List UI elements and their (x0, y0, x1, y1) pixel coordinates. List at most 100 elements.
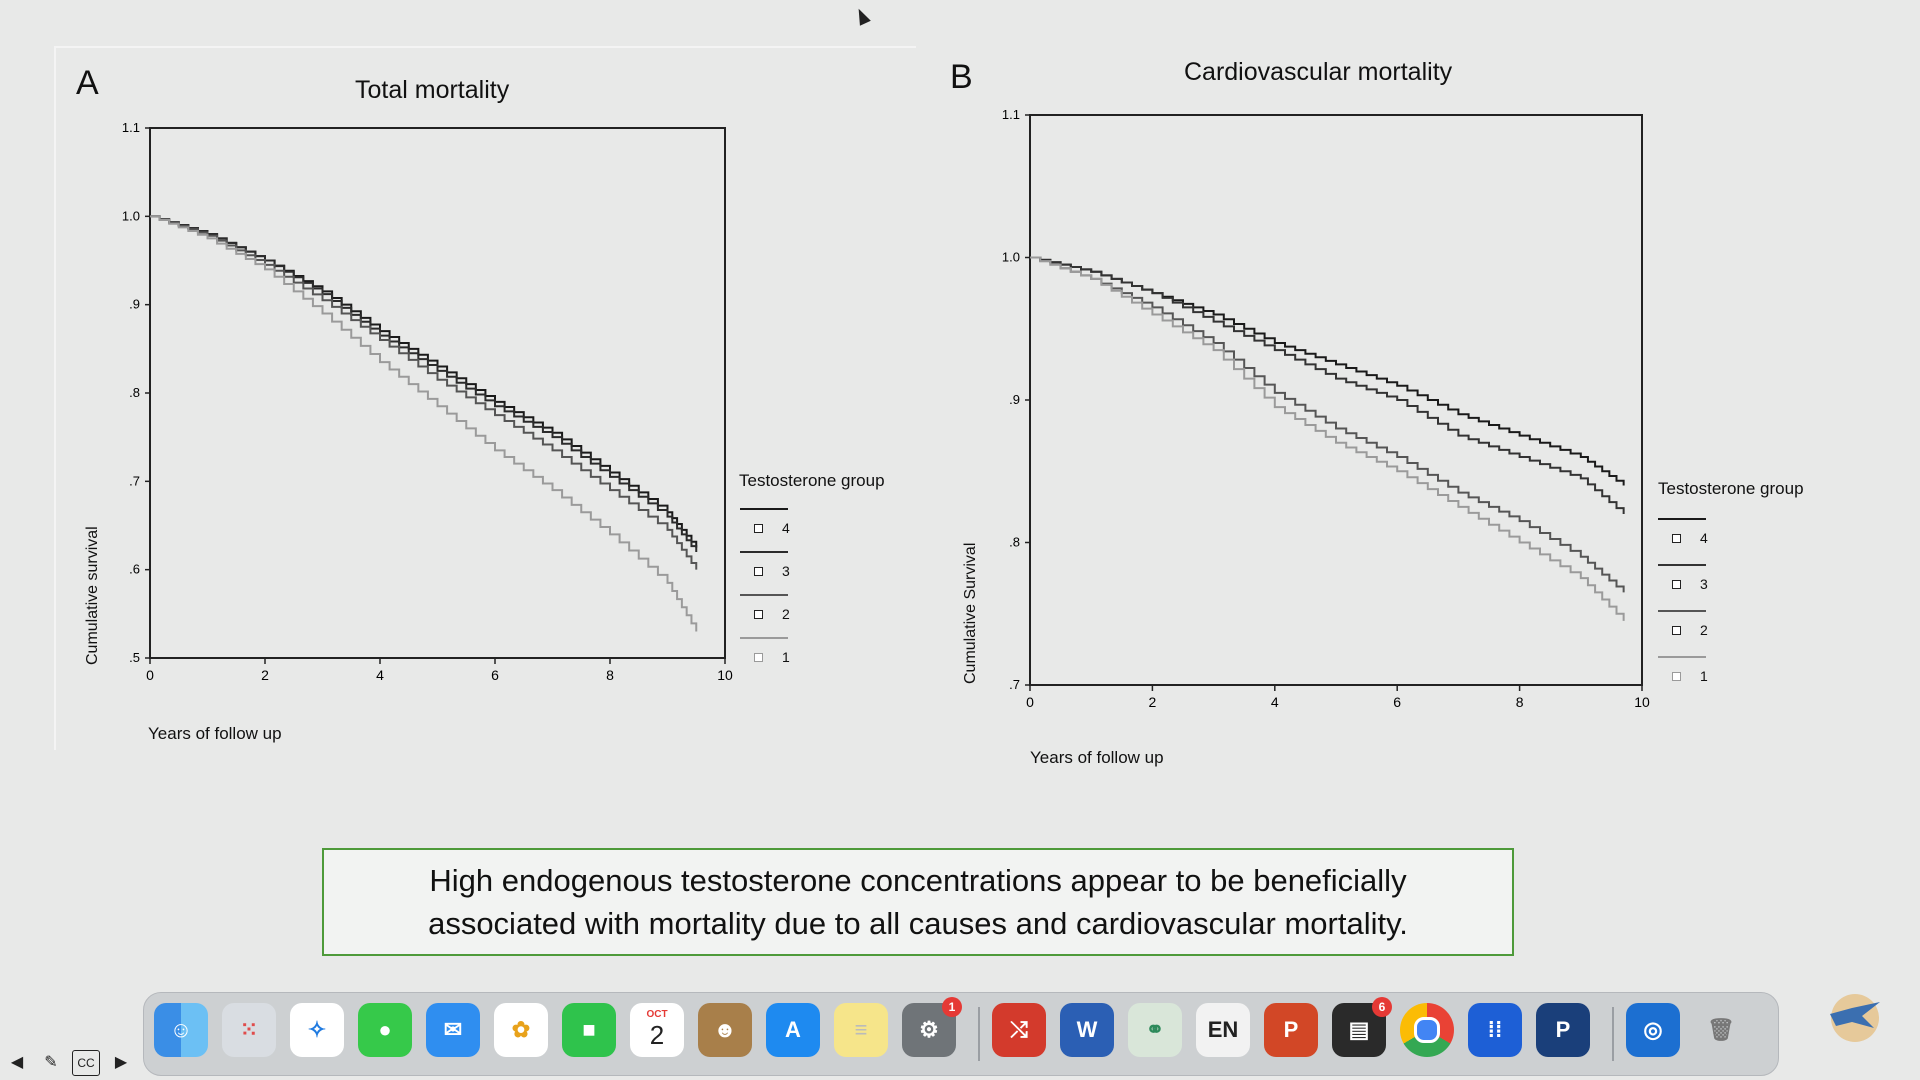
word-letter: W (1076, 1017, 1098, 1042)
y-tick-label: 1.1 (1002, 107, 1020, 122)
legend-line (740, 551, 788, 553)
dock-separator (978, 1007, 980, 1061)
contacts-icon[interactable]: ☻ (698, 1003, 752, 1057)
legend-item-group-2: 2 (740, 594, 796, 634)
chart-a-xlabel: Years of follow up (148, 724, 282, 743)
keyboard-lang: EN (1207, 1017, 1239, 1042)
caption-line-1: High endogenous testosterone concentrati… (429, 863, 1407, 898)
series-line-group-2 (150, 215, 698, 570)
printer-app-icon[interactable]: ▤ 6 (1332, 997, 1392, 1057)
calendar-day: 2 (649, 1020, 665, 1050)
series-line-group-3 (150, 215, 698, 552)
legend-label: 1 (1700, 668, 1708, 684)
video-player-controls: ◀ ✎ CC ▶ (4, 1050, 134, 1076)
settings-badge: 1 (942, 997, 962, 1017)
legend-line (1658, 656, 1706, 658)
legend-line (740, 637, 788, 639)
y-tick-label: 1.0 (122, 208, 140, 223)
chart-b-plot: 1.1 1.0 .9 .8 .7 0 2 4 6 8 10 (1002, 107, 1650, 710)
legend-line (740, 594, 788, 596)
chart-b-xlabel: Years of follow up (1030, 748, 1164, 767)
trash-icon[interactable]: 🗑 (1707, 1017, 1735, 1042)
pen-icon[interactable]: ✎ (44, 1054, 58, 1071)
network-app-icon[interactable]: ⚭ (1128, 1003, 1182, 1057)
legend-line (740, 508, 788, 510)
x-tick-label: 0 (146, 667, 154, 683)
photos-icon[interactable]: ✿ (494, 1003, 548, 1057)
word-icon[interactable]: W (1060, 1003, 1114, 1057)
messages-icon[interactable]: ● (358, 1003, 412, 1057)
x-tick-label: 8 (606, 667, 614, 683)
y-tick-label: .9 (129, 297, 140, 312)
legend-label: 3 (1700, 576, 1708, 592)
y-tick-label: 1.0 (1002, 250, 1020, 265)
camera-icon[interactable]: ▶ (114, 1054, 128, 1071)
calendar-month: OCT (646, 1009, 668, 1020)
chart-a-plot: 1.1 1.0 .9 .8 .7 .6 .5 0 2 4 6 8 10 (122, 120, 733, 683)
y-tick-label: .5 (129, 650, 140, 665)
dock: ☺ ⁙ ✧ ● ✉ ✿ ■ OCT 2 ☻ A ≡ ⚙ 1 ⤭ W ⚭ EN P… (143, 992, 1779, 1076)
x-tick-label: 2 (1149, 694, 1157, 710)
x-tick-label: 6 (1393, 694, 1401, 710)
panel-letter-b: B (950, 58, 973, 96)
legend-label: 1 (782, 649, 790, 665)
legend-label: 2 (782, 606, 790, 622)
powerpoint-letter: P (1283, 1017, 1299, 1042)
legend-line (1658, 518, 1706, 520)
caption-box: High endogenous testosterone concentrati… (322, 848, 1514, 956)
plot-frame (149, 127, 726, 659)
chart-b-ylabel: Cumulative Survival (962, 542, 979, 684)
x-tick-label: 6 (491, 667, 499, 683)
mouse-cursor (853, 6, 871, 26)
chrome-center (1414, 1017, 1440, 1043)
legend-marker (754, 653, 763, 662)
safari-icon[interactable]: ✧ (290, 1003, 344, 1057)
launchpad-icon[interactable]: ⁙ (222, 1003, 276, 1057)
legend-label: 4 (1700, 530, 1708, 546)
x-tick-label: 2 (261, 667, 269, 683)
legend-item-group-4: 4 (1658, 518, 1714, 558)
app-badge: 6 (1372, 997, 1392, 1017)
legend-marker (754, 610, 763, 619)
caption-line-2: associated with mortality due to all cau… (428, 906, 1408, 941)
y-tick-label: .8 (129, 385, 140, 400)
keyboard-input-icon[interactable]: EN (1196, 1003, 1250, 1057)
y-tick-label: .7 (1009, 677, 1020, 692)
spiral-app-icon[interactable]: ◎ (1626, 1003, 1680, 1057)
closed-caption-icon[interactable]: CC (72, 1050, 100, 1076)
mail-icon[interactable]: ✉ (426, 1003, 480, 1057)
legend-marker (754, 567, 763, 576)
pdf-app-icon[interactable]: P (1536, 1003, 1590, 1057)
facetime-icon[interactable]: ■ (562, 1003, 616, 1057)
x-tick-label: 10 (1634, 694, 1650, 710)
legend-item-group-4: 4 (740, 508, 796, 548)
series-line-group-1 (150, 215, 698, 632)
series-line-group-2 (1030, 256, 1625, 593)
app-store-icon[interactable]: A (766, 1003, 820, 1057)
finder-icon[interactable]: ☺ (154, 1003, 208, 1057)
chart-b-legend-title: Testosterone group (1658, 479, 1804, 498)
legend-marker (1672, 672, 1681, 681)
legend-marker (754, 524, 763, 533)
legend-marker (1672, 626, 1681, 635)
x-tick-label: 0 (1026, 694, 1034, 710)
legend-label: 3 (782, 563, 790, 579)
powerpoint-icon[interactable]: P (1264, 1003, 1318, 1057)
panel-letter-a: A (76, 64, 99, 102)
legend-line (1658, 610, 1706, 612)
chart-b-title: Cardiovascular mortality (1184, 58, 1453, 86)
calendar-icon[interactable]: OCT 2 (630, 1003, 684, 1057)
legend-item-group-1: 1 (740, 637, 796, 677)
notes-icon[interactable]: ≡ (834, 1003, 888, 1057)
chrome-icon[interactable] (1400, 1003, 1454, 1057)
x-tick-label: 8 (1516, 694, 1524, 710)
back-icon[interactable]: ◀ (10, 1054, 24, 1071)
remote-desktop-icon[interactable]: ⤭ (992, 1003, 1046, 1057)
x-tick-label: 4 (376, 667, 384, 683)
dots-app-icon[interactable]: ⁞⁞ (1468, 1003, 1522, 1057)
legend-item-group-3: 3 (740, 551, 796, 591)
system-settings-icon[interactable]: ⚙ 1 (902, 997, 962, 1057)
legend-label: 2 (1700, 622, 1708, 638)
slide-panel-frame (54, 46, 916, 750)
y-tick-label: .8 (1009, 535, 1020, 550)
